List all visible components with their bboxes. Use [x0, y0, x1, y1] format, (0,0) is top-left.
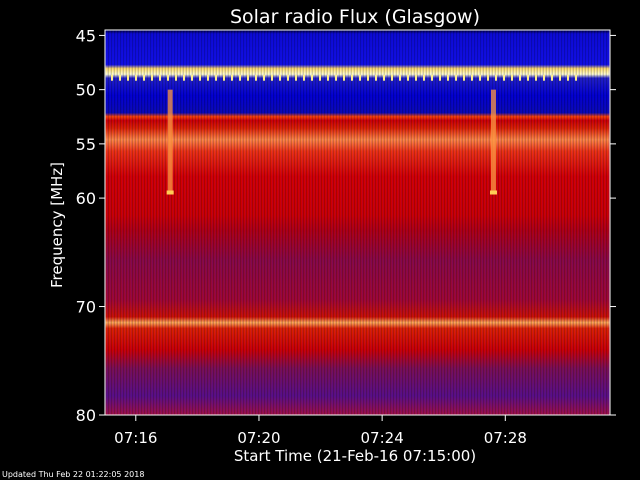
- calibration-pulse: [479, 74, 481, 81]
- calibration-pulse: [343, 74, 345, 81]
- y-tick-label: 45: [76, 26, 96, 45]
- calibration-pulse: [511, 74, 513, 81]
- y-axis: 45 50 55 60 70 80: [76, 26, 616, 425]
- calibration-pulse: [303, 74, 305, 81]
- calibration-pulse: [503, 74, 505, 81]
- calibration-pulse: [399, 74, 401, 81]
- calibration-pulse: [575, 74, 577, 81]
- calibration-pulse: [119, 74, 121, 81]
- calibration-pulse: [559, 74, 561, 81]
- spectrum-streaks: [105, 30, 610, 415]
- calibration-pulse: [519, 74, 521, 81]
- calibration-pulse: [327, 74, 329, 81]
- calibration-pulse: [455, 74, 457, 81]
- y-tick-label: 50: [76, 81, 96, 100]
- calibration-pulse: [199, 74, 201, 81]
- calibration-pulse: [447, 74, 449, 81]
- update-timestamp: Updated Thu Feb 22 01:22:05 2018: [2, 470, 145, 479]
- x-tick-label: 07:16: [114, 429, 157, 447]
- calibration-pulse: [191, 74, 193, 81]
- chart-marks: [111, 74, 577, 195]
- calibration-pulse: [287, 74, 289, 81]
- calibration-pulse: [391, 74, 393, 81]
- calibration-pulse: [335, 74, 337, 81]
- calibration-pulse: [255, 74, 257, 81]
- burst-streak: [490, 89, 496, 193]
- calibration-pulse: [143, 74, 145, 81]
- calibration-pulse: [439, 74, 441, 81]
- calibration-pulse: [223, 74, 225, 81]
- x-tick-label: 07:28: [484, 429, 527, 447]
- calibration-pulse: [239, 74, 241, 81]
- chart-title: Solar radio Flux (Glasgow): [230, 6, 480, 28]
- burst-spot: [166, 190, 174, 195]
- calibration-pulse: [167, 74, 169, 81]
- y-tick-label: 80: [76, 406, 96, 425]
- calibration-pulse: [471, 74, 473, 81]
- x-tick-label: 07:20: [237, 429, 280, 447]
- y-tick-label: 60: [76, 189, 96, 208]
- calibration-pulse: [351, 74, 353, 81]
- calibration-pulse: [543, 74, 545, 81]
- burst-streak: [167, 89, 173, 193]
- calibration-pulse: [135, 74, 137, 81]
- calibration-pulse: [527, 74, 529, 81]
- calibration-pulse: [375, 74, 377, 81]
- x-axis-label: Start Time (21-Feb-16 07:15:00): [234, 447, 476, 465]
- calibration-pulse: [367, 74, 369, 81]
- calibration-pulse: [423, 74, 425, 81]
- calibration-pulse: [247, 74, 249, 81]
- calibration-pulse: [175, 74, 177, 81]
- calibration-pulse: [127, 74, 129, 81]
- calibration-pulse: [159, 74, 161, 81]
- plot-frame: [104, 29, 611, 416]
- calibration-pulse: [207, 74, 209, 81]
- calibration-pulse: [311, 74, 313, 81]
- y-tick-label: 70: [76, 298, 96, 317]
- calibration-pulse: [279, 74, 281, 81]
- calibration-pulse: [263, 74, 265, 81]
- calibration-pulse: [231, 74, 233, 81]
- calibration-pulse: [567, 74, 569, 81]
- x-tick-label: 07:24: [361, 429, 404, 447]
- calibration-pulse: [431, 74, 433, 81]
- calibration-pulse: [463, 74, 465, 81]
- calibration-pulse: [271, 74, 273, 81]
- calibration-pulse: [319, 74, 321, 81]
- y-axis-label: Frequency [MHz]: [48, 162, 66, 288]
- calibration-pulse: [183, 74, 185, 81]
- calibration-pulse: [407, 74, 409, 81]
- calibration-pulse: [495, 74, 497, 81]
- burst-spot: [489, 190, 497, 195]
- calibration-pulse: [111, 74, 113, 81]
- calibration-pulse: [359, 74, 361, 81]
- calibration-pulse: [215, 74, 217, 81]
- calibration-pulse: [383, 74, 385, 81]
- calibration-pulse: [487, 74, 489, 81]
- x-axis: 07:16 07:20 07:24 07:28: [114, 415, 527, 447]
- calibration-pulse: [551, 74, 553, 81]
- plot-area: [104, 29, 611, 416]
- calibration-pulse: [535, 74, 537, 81]
- calibration-pulse: [415, 74, 417, 81]
- calibration-pulse: [295, 74, 297, 81]
- y-tick-label: 55: [76, 135, 96, 154]
- calibration-pulse: [151, 74, 153, 81]
